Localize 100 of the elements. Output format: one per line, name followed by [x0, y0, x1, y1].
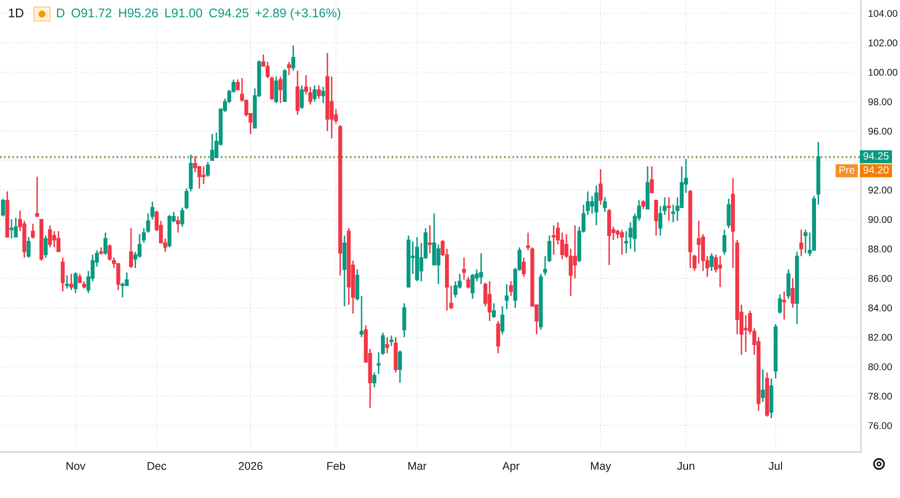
candlestick	[287, 61, 291, 76]
candlestick	[488, 280, 492, 322]
candlestick	[671, 204, 676, 224]
candlestick	[65, 274, 69, 290]
candlestick	[492, 302, 496, 319]
candlestick	[296, 70, 300, 116]
candlestick	[300, 84, 304, 110]
x-tick-label: Apr	[502, 462, 520, 472]
candlestick	[552, 224, 556, 256]
candlestick	[509, 280, 513, 297]
y-tick-label: 86.00	[868, 275, 892, 282]
candlestick	[479, 252, 484, 285]
x-tick-label: Jun	[677, 462, 694, 470]
candlestick	[462, 256, 466, 280]
text: 1D	[8, 8, 24, 18]
y-tick-label: 88.00	[868, 246, 892, 252]
candlestick	[786, 268, 790, 300]
ref-line-label: 94.25	[863, 152, 889, 160]
candlestick	[722, 228, 726, 256]
candlestick	[504, 283, 509, 310]
candlestick	[726, 198, 731, 229]
candlestick	[360, 295, 364, 338]
candlestick	[389, 334, 394, 347]
candlestick	[804, 228, 808, 254]
candlestick	[69, 273, 74, 291]
candlestick	[782, 290, 786, 320]
candlestick	[202, 166, 206, 185]
candlestick	[74, 272, 78, 294]
candlestick	[650, 166, 654, 194]
candlestick	[52, 230, 56, 248]
candlestick	[1, 198, 5, 218]
y-tick-label: 100.00	[868, 68, 898, 76]
candlestick	[274, 76, 278, 104]
candlestick	[428, 224, 432, 254]
candlestick	[108, 244, 112, 262]
annotation: +2.89 (+3.16%)	[255, 8, 340, 20]
candlestick	[470, 273, 475, 300]
candlestick	[193, 155, 198, 173]
candlestick	[760, 368, 765, 403]
y-tick-label: 78.00	[868, 392, 892, 400]
y-tick-label: 82.00	[868, 334, 892, 341]
candlestick	[522, 256, 526, 278]
y-tick-label: 76.00	[868, 422, 892, 430]
x-tick-label: 2026	[238, 462, 262, 470]
candlestick	[790, 278, 795, 308]
candlestick	[500, 306, 504, 335]
candlestick	[60, 256, 65, 292]
candlestick	[718, 255, 722, 288]
candlestick	[666, 196, 671, 222]
x-tick-label: Dec	[148, 462, 166, 470]
candlestick	[372, 372, 376, 388]
candlestick	[696, 220, 701, 264]
candlestick	[176, 216, 180, 234]
candlestick	[312, 84, 317, 102]
candlestick	[56, 230, 60, 252]
candlestick	[526, 232, 530, 251]
y-tick-label: 96.00	[868, 128, 892, 135]
candlestick	[598, 168, 603, 206]
candlestick	[385, 336, 390, 354]
x-tick-label: Jul	[768, 462, 782, 470]
annotation: C94.25	[209, 8, 248, 18]
candlestick	[44, 234, 48, 258]
candlestick	[330, 76, 334, 140]
candlestick	[654, 200, 658, 236]
candlestick	[291, 44, 296, 72]
x-tick-label: May	[591, 462, 612, 472]
candlestick	[103, 232, 108, 256]
candlestick	[30, 223, 35, 240]
candlestick	[321, 86, 326, 104]
candlestick	[573, 224, 577, 279]
y-tick-label: 98.00	[868, 98, 892, 106]
candlestick	[594, 184, 598, 226]
y-tick-label: 102.00	[868, 39, 898, 46]
candlestick	[496, 320, 500, 354]
candlestick	[26, 236, 31, 258]
candlestick	[778, 294, 782, 314]
x-tick-label: Feb	[327, 462, 346, 470]
candlestick	[398, 350, 402, 384]
candlestick	[236, 78, 240, 91]
candlestick	[120, 282, 124, 298]
annotation: Pre	[840, 166, 854, 174]
x-tick-label: Nov	[66, 462, 86, 470]
y-tick-label: 84.00	[868, 304, 892, 312]
candlestick	[620, 228, 624, 256]
candlestick	[355, 268, 360, 302]
candlestick	[624, 230, 628, 254]
y-tick-label: 90.00	[868, 216, 892, 223]
annotation: L91.00	[165, 8, 202, 18]
annotation: D	[57, 8, 64, 18]
candlestick	[14, 217, 18, 238]
candlestick	[48, 224, 52, 248]
candlestick	[316, 84, 321, 100]
candlestick	[278, 76, 282, 104]
candlestick	[436, 244, 440, 285]
candlestick	[10, 218, 14, 240]
y-tick-label: 104.00	[868, 10, 898, 17]
y-tick-label: 80.00	[868, 363, 892, 370]
candlestick	[710, 252, 714, 272]
candlestick	[116, 262, 120, 291]
annotation: H95.26	[119, 8, 158, 18]
